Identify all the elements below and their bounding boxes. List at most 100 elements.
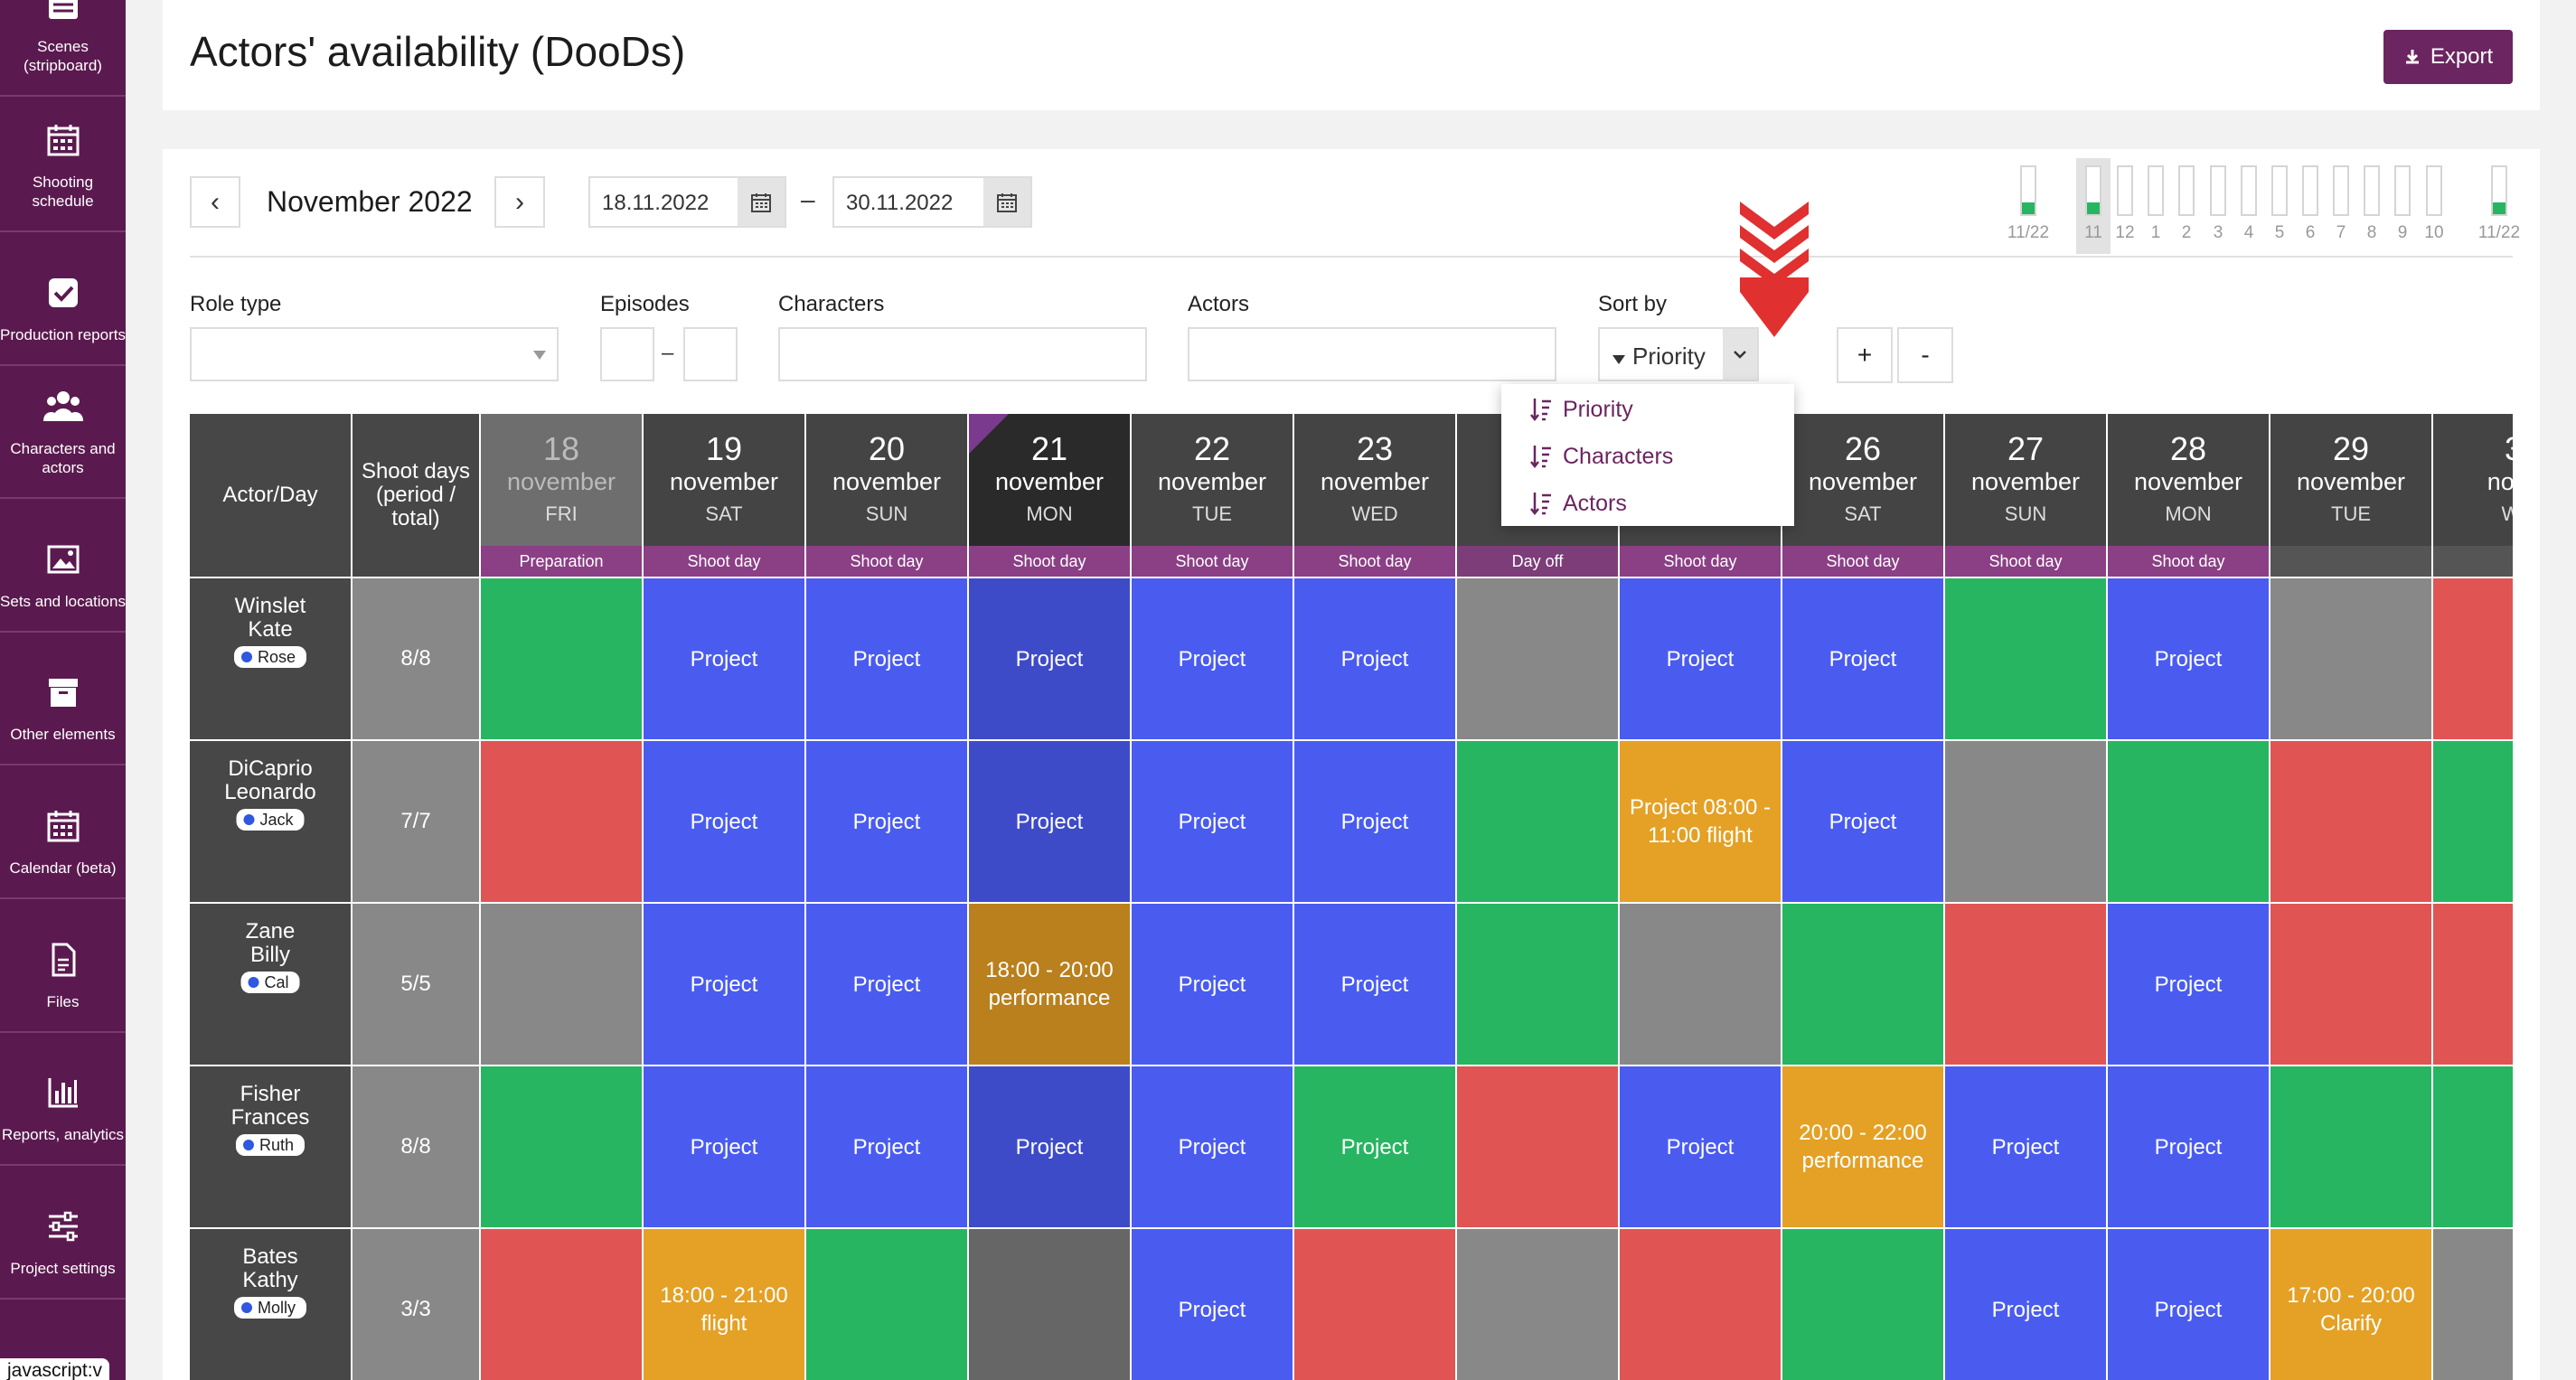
availability-cell[interactable] (1294, 1229, 1455, 1380)
availability-cell[interactable] (2270, 578, 2431, 739)
mini-timeline-bar[interactable] (2426, 165, 2442, 216)
availability-cell[interactable] (1620, 904, 1781, 1065)
availability-cell[interactable] (481, 1066, 642, 1227)
availability-cell[interactable]: Project (1294, 741, 1455, 902)
mini-timeline-bar[interactable] (2271, 165, 2288, 216)
sidebar-item-5[interactable]: Sets and locations (0, 500, 126, 633)
availability-cell[interactable]: Project (644, 904, 804, 1065)
availability-cell[interactable]: 17:00 - 20:00 Clarify (2270, 1229, 2431, 1380)
actor-cell[interactable]: Bates Kathy Molly (190, 1229, 351, 1380)
availability-cell[interactable]: Project (806, 1066, 967, 1227)
mini-timeline-bar[interactable] (2491, 165, 2507, 216)
mini-timeline-bar[interactable] (2117, 165, 2133, 216)
episodes-to-input[interactable] (683, 327, 738, 381)
chevron-down-icon[interactable] (1723, 329, 1757, 380)
sidebar-item-8[interactable]: Files (0, 900, 126, 1033)
availability-cell[interactable]: Project (1945, 1066, 2106, 1227)
availability-cell[interactable]: Project 08:00 - 11:00 flight (1620, 741, 1781, 902)
availability-cell[interactable] (1457, 578, 1618, 739)
sidebar-item-4[interactable]: Characters and actors (0, 366, 126, 499)
sidebar-item-6[interactable]: Other elements (0, 633, 126, 765)
availability-cell[interactable] (1620, 1229, 1781, 1380)
availability-cell[interactable]: Project (644, 578, 804, 739)
availability-cell[interactable] (1782, 904, 1943, 1065)
actors-input[interactable] (1188, 327, 1556, 381)
calendar-icon[interactable] (983, 178, 1030, 226)
zoom-out-button[interactable]: - (1897, 327, 1953, 383)
availability-cell[interactable]: Project (2108, 578, 2269, 739)
availability-cell[interactable]: Project (1132, 741, 1293, 902)
availability-cell[interactable] (1457, 741, 1618, 902)
availability-cell[interactable]: 20:00 - 22:00 performance (1782, 1066, 1943, 1227)
availability-cell[interactable] (1945, 578, 2106, 739)
actor-cell[interactable]: DiCaprio Leonardo Jack (190, 741, 351, 902)
availability-cell[interactable]: Project (806, 904, 967, 1065)
availability-cell[interactable] (2433, 1229, 2513, 1380)
prev-month-button[interactable]: ‹ (190, 176, 240, 228)
sort-by-select[interactable]: Priority (1598, 327, 1759, 381)
availability-cell[interactable]: Project (1294, 904, 1455, 1065)
mini-timeline-bar[interactable] (2210, 165, 2226, 216)
mini-timeline-bar[interactable] (2302, 165, 2318, 216)
availability-cell[interactable] (2433, 1066, 2513, 1227)
availability-cell[interactable] (1457, 904, 1618, 1065)
zoom-in-button[interactable]: + (1837, 327, 1893, 383)
sidebar-item-2[interactable]: Shooting schedule (0, 99, 126, 232)
availability-cell[interactable]: Project (1132, 1229, 1293, 1380)
availability-cell[interactable] (481, 578, 642, 739)
actor-cell[interactable]: Fisher Frances Ruth (190, 1066, 351, 1227)
date-from-field[interactable]: 18.11.2022 (588, 176, 786, 228)
next-month-button[interactable]: › (494, 176, 545, 228)
availability-cell[interactable]: Project (1132, 904, 1293, 1065)
mini-timeline-bar[interactable] (2333, 165, 2349, 216)
availability-cell[interactable]: Project (806, 741, 967, 902)
availability-cell[interactable] (2108, 741, 2269, 902)
date-to-field[interactable]: 30.11.2022 (832, 176, 1032, 228)
availability-cell[interactable]: Project (1620, 1066, 1781, 1227)
mini-timeline-bar[interactable] (2241, 165, 2257, 216)
availability-cell[interactable]: Project (644, 741, 804, 902)
availability-cell[interactable]: 18:00 - 20:00 performance (969, 904, 1130, 1065)
mini-timeline-bar[interactable] (2148, 165, 2164, 216)
availability-cell[interactable]: Project (1294, 578, 1455, 739)
availability-cell[interactable]: Project (1620, 578, 1781, 739)
availability-cell[interactable]: Project (969, 578, 1130, 739)
sidebar-item-7[interactable]: Calendar (beta) (0, 766, 126, 899)
availability-cell[interactable]: Project (969, 741, 1130, 902)
availability-cell[interactable]: Project (969, 1066, 1130, 1227)
availability-cell[interactable] (1782, 1229, 1943, 1380)
role-type-select[interactable] (190, 327, 559, 381)
availability-cell[interactable] (1457, 1066, 1618, 1227)
availability-cell[interactable]: Project (1132, 1066, 1293, 1227)
availability-cell[interactable]: Project (1782, 578, 1943, 739)
availability-cell[interactable]: Project (1945, 1229, 2106, 1380)
sidebar-item-1[interactable]: Scenes (stripboard) (0, 0, 126, 97)
sidebar-item-3[interactable]: Production reports (0, 233, 126, 366)
availability-cell[interactable] (2270, 904, 2431, 1065)
availability-cell[interactable] (1945, 904, 2106, 1065)
availability-cell[interactable]: Project (806, 578, 967, 739)
export-button[interactable]: Export (2383, 30, 2513, 84)
availability-cell[interactable] (2433, 741, 2513, 902)
sort-menu-item-actors[interactable]: Actors (1530, 487, 1627, 520)
sidebar-item-10[interactable]: Project settings (0, 1167, 126, 1300)
availability-cell[interactable] (1457, 1229, 1618, 1380)
availability-cell[interactable]: Project (1782, 741, 1943, 902)
availability-cell[interactable] (481, 741, 642, 902)
mini-timeline-bar[interactable] (2020, 165, 2036, 216)
availability-cell[interactable] (1945, 741, 2106, 902)
availability-cell[interactable] (481, 1229, 642, 1380)
mini-timeline-bar[interactable] (2178, 165, 2195, 216)
availability-cell[interactable] (481, 904, 642, 1065)
availability-cell[interactable] (2433, 904, 2513, 1065)
sort-menu-item-priority[interactable]: Priority (1530, 393, 1633, 426)
availability-cell[interactable] (969, 1229, 1130, 1380)
availability-cell[interactable]: Project (2108, 1066, 2269, 1227)
characters-input[interactable] (778, 327, 1147, 381)
availability-cell[interactable]: 18:00 - 21:00 flight (644, 1229, 804, 1380)
sidebar-item-9[interactable]: Reports, analytics (0, 1033, 126, 1166)
availability-cell[interactable] (2270, 1066, 2431, 1227)
availability-cell[interactable]: Project (644, 1066, 804, 1227)
actor-cell[interactable]: Winslet Kate Rose (190, 578, 351, 739)
mini-timeline-bar[interactable] (2394, 165, 2411, 216)
